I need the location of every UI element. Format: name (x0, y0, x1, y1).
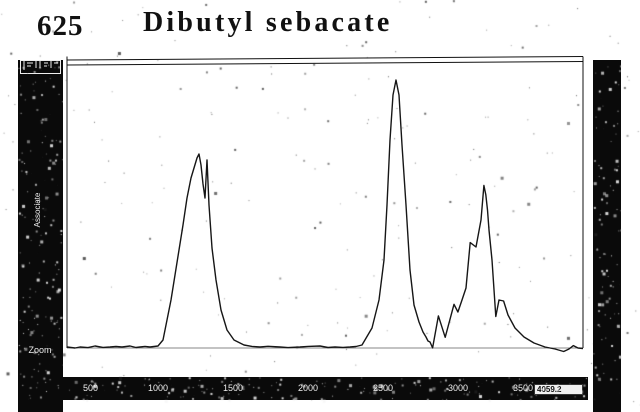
svg-text:Zoom: Zoom (28, 345, 51, 355)
svg-text:Associate: Associate (33, 192, 42, 227)
